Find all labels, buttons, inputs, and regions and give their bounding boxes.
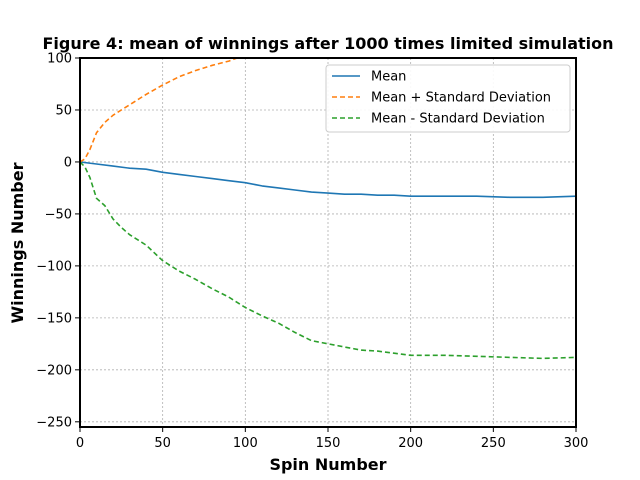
y-tick-label: −200 bbox=[36, 363, 72, 378]
y-axis-label: Winnings Number bbox=[8, 162, 27, 323]
y-tick-label: −50 bbox=[45, 207, 72, 222]
series-line-1 bbox=[80, 161, 576, 199]
legend-label-3: Mean - Standard Deviation bbox=[371, 112, 545, 127]
x-tick-label: 250 bbox=[481, 436, 506, 451]
y-tick-label: −100 bbox=[36, 259, 72, 274]
legend-box bbox=[325, 64, 571, 133]
series-line-2 bbox=[80, 58, 238, 163]
y-tick-label: 50 bbox=[55, 103, 72, 118]
x-axis-label: Spin Number bbox=[269, 455, 386, 474]
y-tick-label: −150 bbox=[36, 311, 72, 326]
chart-title: Figure 4: mean of winnings after 1000 ti… bbox=[42, 34, 613, 53]
y-tick-label: −250 bbox=[36, 415, 72, 430]
legend: Mean Mean + Standard Deviation Mean - Stan… bbox=[325, 64, 571, 133]
x-tick-label: 100 bbox=[233, 436, 258, 451]
x-tick-label: 300 bbox=[564, 436, 589, 451]
y-tick-label: 100 bbox=[47, 52, 72, 67]
x-tick-label: 50 bbox=[154, 436, 171, 451]
series-lines bbox=[80, 58, 576, 360]
axis-ticks: 0 50 100 150 200 250 300 100 50 0 −50 −100 −150 −200 −… bbox=[36, 52, 588, 452]
x-tick-label: 0 bbox=[76, 436, 84, 451]
legend-label-2: Mean + Standard Deviation bbox=[371, 91, 551, 106]
x-tick-label: 200 bbox=[398, 436, 423, 451]
series-line-3 bbox=[80, 161, 576, 360]
legend-label-1: Mean bbox=[371, 70, 406, 85]
y-tick-label: 0 bbox=[64, 155, 72, 170]
x-tick-label: 150 bbox=[316, 436, 341, 451]
